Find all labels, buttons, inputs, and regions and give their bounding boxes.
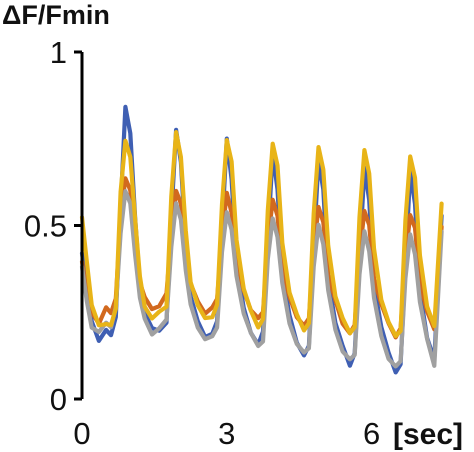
y-tick-label-1: 0.5 — [24, 209, 67, 244]
y-tick-label-2: 1 — [50, 35, 67, 70]
y-axis: 00.51 — [24, 35, 84, 417]
x-tick-label-1: 3 — [218, 416, 235, 451]
y-axis-label: ΔF/Fmin — [2, 0, 110, 30]
y-tick-label-0: 0 — [50, 382, 67, 417]
x-tick-label-0: 0 — [73, 416, 90, 451]
trace-series-3 — [79, 189, 444, 369]
x-tick-label-2: 6 — [363, 416, 380, 451]
x-tick-labels: 0 3 6 — [73, 416, 380, 451]
trace-group — [79, 104, 444, 375]
trace-series-4 — [79, 130, 444, 339]
x-axis-unit-label: [sec] — [393, 418, 463, 451]
y-axis-line — [74, 50, 84, 401]
